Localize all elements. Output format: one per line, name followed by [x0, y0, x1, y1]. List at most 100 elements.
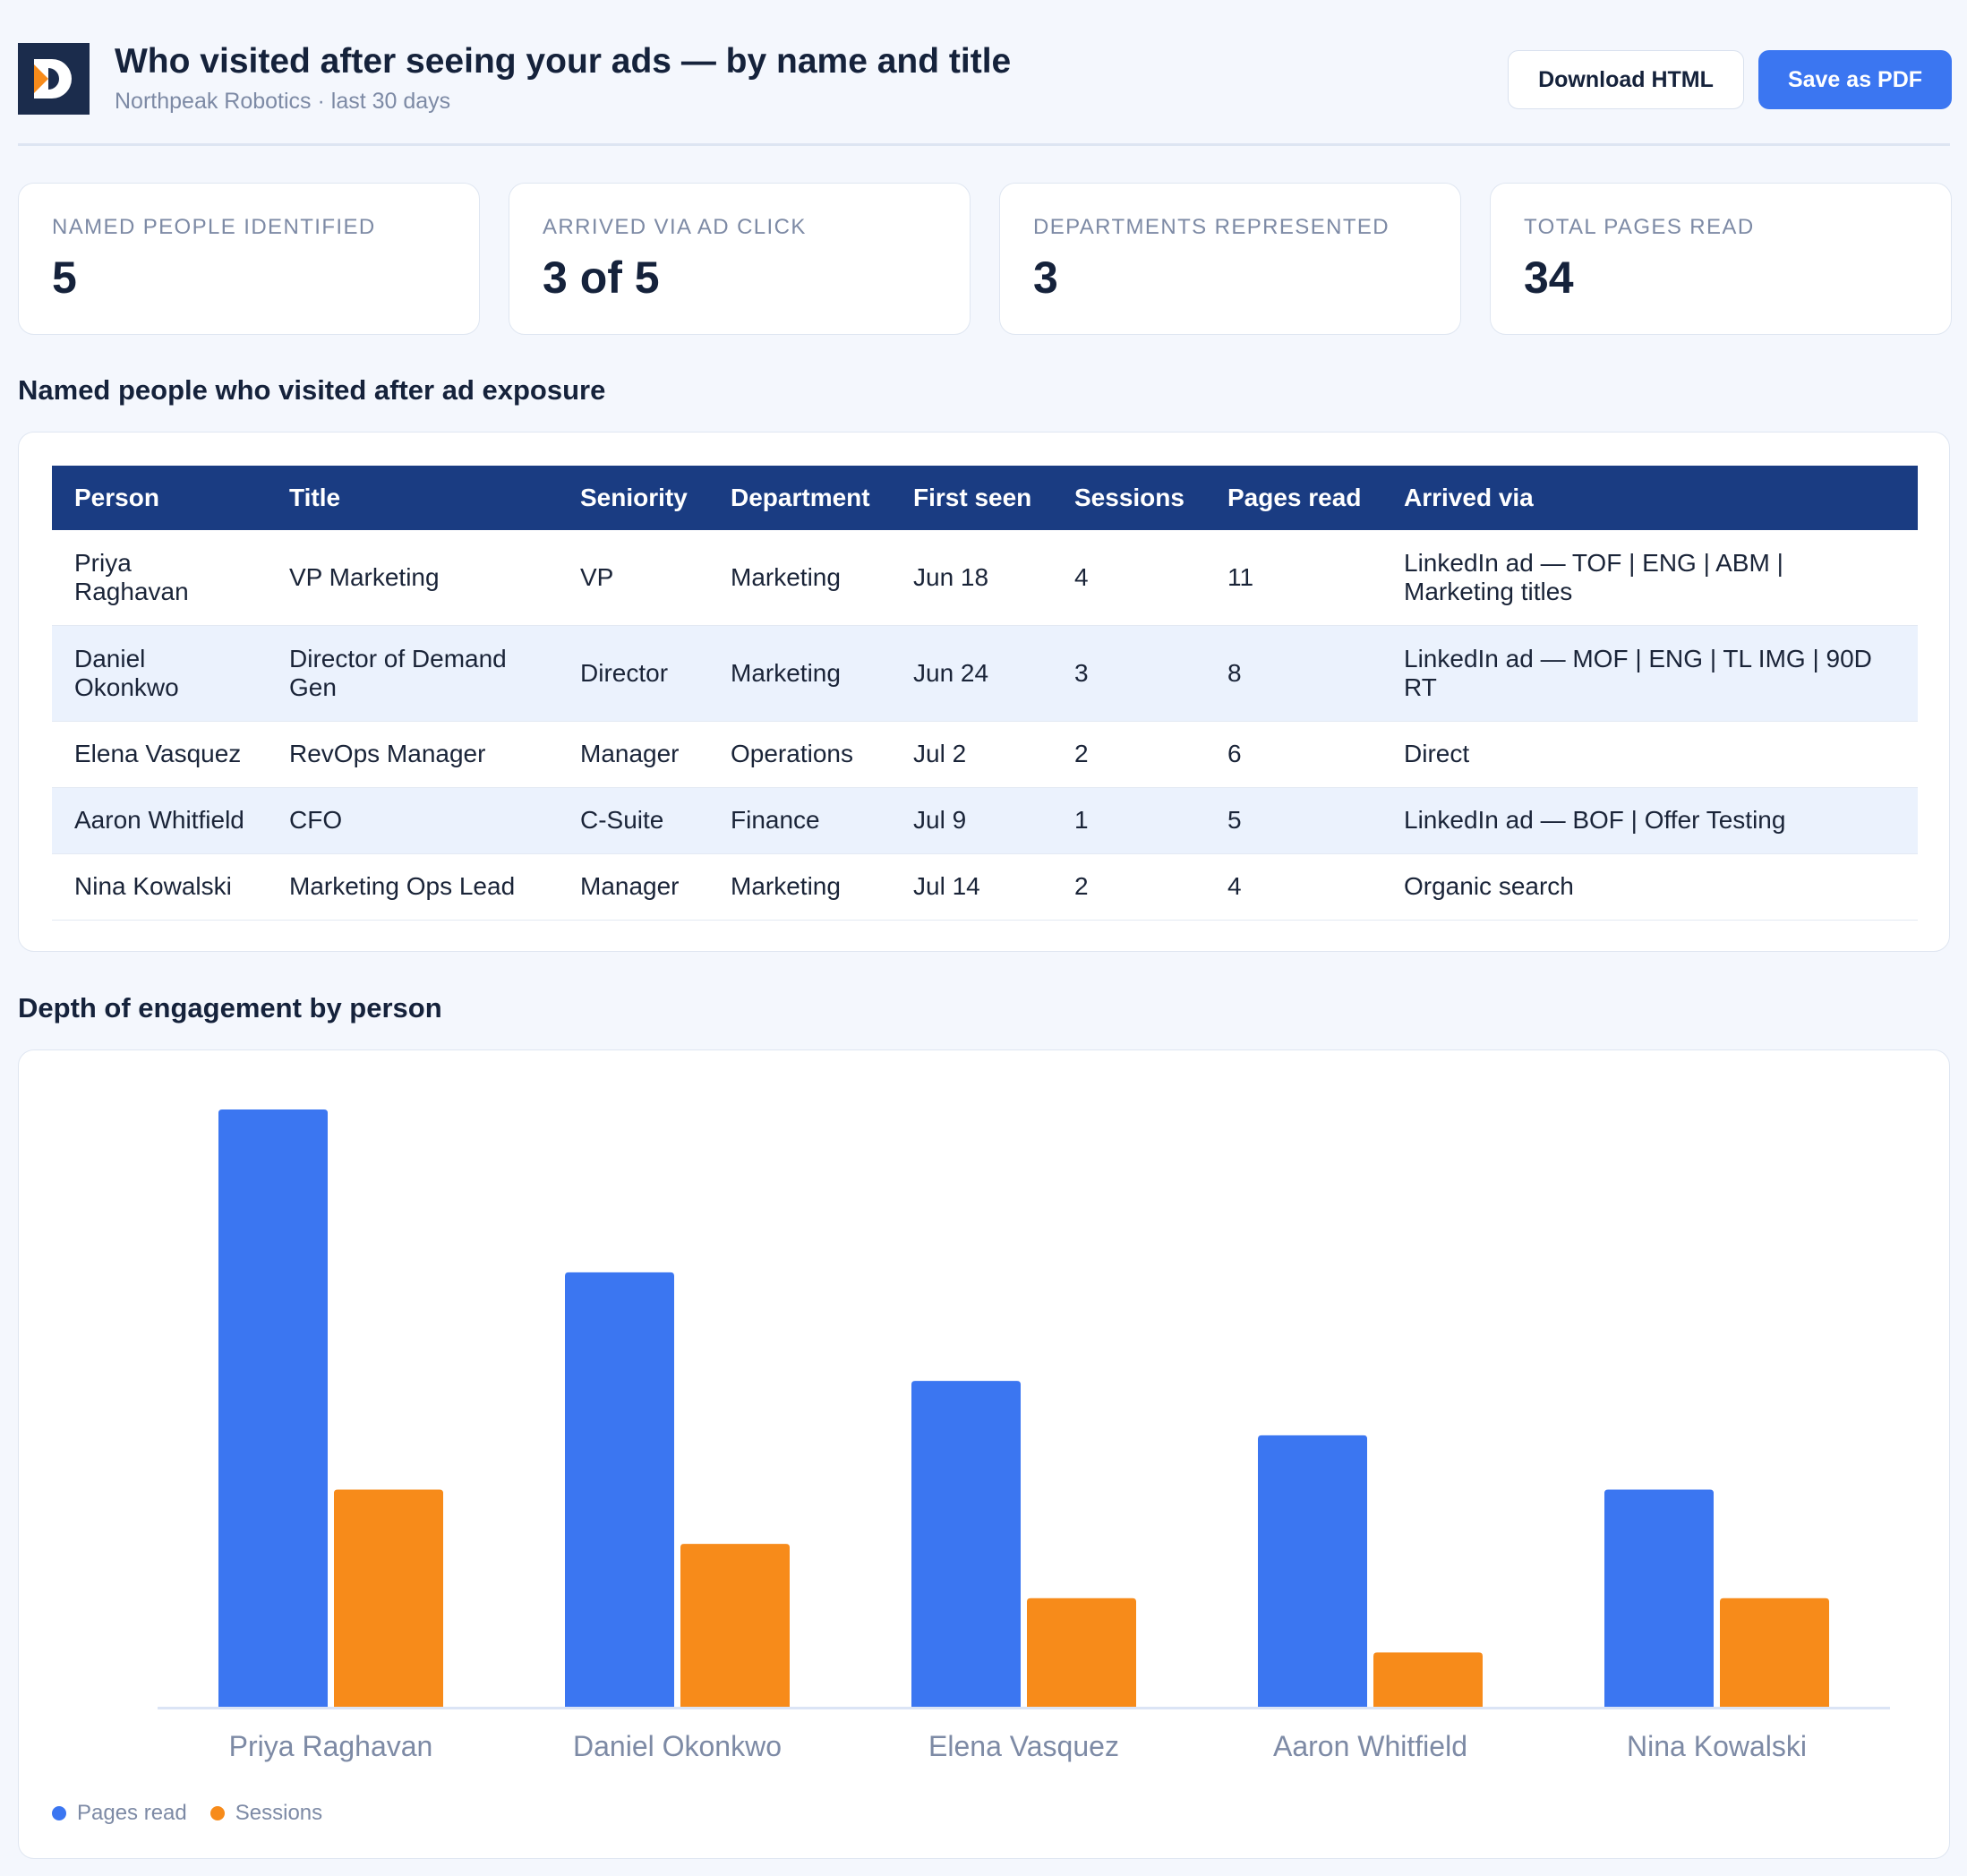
cell-first-seen: Jun 18 — [891, 530, 1052, 626]
cell-title: CFO — [267, 787, 558, 854]
page-subtitle: Northpeak Robotics · last 30 days — [115, 89, 451, 114]
cell-sessions: 1 — [1052, 787, 1205, 854]
page-title: Who visited after seeing your ads — by n… — [115, 42, 1012, 81]
people-table-card: Person Title Seniority Department First … — [18, 432, 1950, 952]
column-header-seniority[interactable]: Seniority — [558, 466, 708, 530]
kpi-label: DEPARTMENTS REPRESENTED — [1033, 215, 1390, 239]
legend-label: Sessions — [235, 1801, 323, 1825]
cell-department: Marketing — [708, 530, 891, 626]
cell-seniority: Manager — [558, 721, 708, 788]
cell-first-seen: Jul 14 — [891, 853, 1052, 921]
cell-department: Operations — [708, 721, 891, 788]
cell-sessions: 2 — [1052, 853, 1205, 921]
kpi-value: 3 — [1033, 253, 1058, 303]
column-header-sessions[interactable]: Sessions — [1052, 466, 1205, 530]
title-block: Who visited after seeing your ads — by n… — [115, 41, 1011, 115]
cell-title: RevOps Manager — [267, 721, 558, 788]
cell-arrived-via: Direct — [1381, 721, 1918, 788]
bar-sessions-daniel-okonkwo[interactable] — [680, 1544, 790, 1707]
bar-pages-read-nina-kowalski[interactable] — [1604, 1489, 1714, 1707]
cell-sessions: 3 — [1052, 625, 1205, 722]
bar-sessions-nina-kowalski[interactable] — [1720, 1598, 1829, 1707]
column-header-arrived-via[interactable]: Arrived via — [1381, 466, 1918, 530]
cell-department: Marketing — [708, 853, 891, 921]
cell-title: Director of Demand Gen — [267, 625, 558, 722]
table-row[interactable]: Daniel Okonkwo Director of Demand Gen Di… — [52, 625, 1918, 722]
kpi-value: 34 — [1524, 253, 1574, 303]
kpi-card-departments: DEPARTMENTS REPRESENTED 3 — [999, 183, 1461, 335]
bar-sessions-aaron-whitfield[interactable] — [1373, 1652, 1483, 1707]
cell-title: VP Marketing — [267, 530, 558, 626]
cell-seniority: VP — [558, 530, 708, 626]
cell-title: Marketing Ops Lead — [267, 853, 558, 921]
cell-seniority: Manager — [558, 853, 708, 921]
legend-item-pages-read: Pages read — [52, 1801, 187, 1826]
kpi-label: TOTAL PAGES READ — [1524, 215, 1755, 239]
table-row[interactable]: Nina Kowalski Marketing Ops Lead Manager… — [52, 853, 1918, 921]
cell-arrived-via: LinkedIn ad — TOF | ENG | ABM | Marketin… — [1381, 530, 1918, 626]
cell-sessions: 2 — [1052, 721, 1205, 788]
table-header-row: Person Title Seniority Department First … — [52, 466, 1918, 530]
cell-pages-read: 4 — [1205, 853, 1381, 921]
column-header-title[interactable]: Title — [267, 466, 558, 530]
table-row[interactable]: Aaron Whitfield CFO C-Suite Finance Jul … — [52, 787, 1918, 854]
cell-seniority: Director — [558, 625, 708, 722]
chart-section-title: Depth of engagement by person — [18, 992, 442, 1024]
column-header-person[interactable]: Person — [52, 466, 267, 530]
x-tick-label: Aaron Whitfield — [1273, 1730, 1467, 1762]
chart-legend: Pages read Sessions — [52, 1801, 346, 1826]
bar-pages-read-elena-vasquez[interactable] — [911, 1381, 1021, 1707]
bar-sessions-elena-vasquez[interactable] — [1027, 1598, 1136, 1707]
people-table: Person Title Seniority Department First … — [52, 466, 1918, 921]
kpi-label: NAMED PEOPLE IDENTIFIED — [52, 215, 376, 239]
bar-pages-read-priya-raghavan[interactable] — [218, 1109, 328, 1707]
bar-pages-read-aaron-whitfield[interactable] — [1258, 1435, 1367, 1707]
column-header-first-seen[interactable]: First seen — [891, 466, 1052, 530]
cell-pages-read: 11 — [1205, 530, 1381, 626]
cell-first-seen: Jul 2 — [891, 721, 1052, 788]
kpi-label: ARRIVED VIA AD CLICK — [543, 215, 807, 239]
brand-logo-icon — [18, 43, 90, 115]
column-header-pages-read[interactable]: Pages read — [1205, 466, 1381, 530]
x-tick-label: Priya Raghavan — [229, 1730, 433, 1762]
kpi-card-pages-read: TOTAL PAGES READ 34 — [1490, 183, 1952, 335]
engagement-chart-card: Priya Raghavan Daniel Okonkwo Elena Vasque… — [18, 1049, 1950, 1859]
cell-person: Aaron Whitfield — [52, 787, 267, 854]
kpi-card-named-people: NAMED PEOPLE IDENTIFIED 5 — [18, 183, 480, 335]
cell-person: Elena Vasquez — [52, 721, 267, 788]
cell-pages-read: 6 — [1205, 721, 1381, 788]
cell-arrived-via: LinkedIn ad — BOF | Offer Testing — [1381, 787, 1918, 854]
table-row[interactable]: Elena Vasquez RevOps Manager Manager Ope… — [52, 721, 1918, 788]
cell-department: Finance — [708, 787, 891, 854]
download-html-button[interactable]: Download HTML — [1508, 50, 1744, 109]
page-header: Who visited after seeing your ads — by n… — [18, 41, 1952, 122]
bar-sessions-priya-raghavan[interactable] — [334, 1489, 443, 1707]
kpi-value: 3 of 5 — [543, 253, 660, 303]
legend-swatch — [52, 1806, 66, 1820]
cell-arrived-via: LinkedIn ad — MOF | ENG | TL IMG | 90D R… — [1381, 625, 1918, 722]
legend-item-sessions: Sessions — [210, 1801, 322, 1826]
cell-person: Nina Kowalski — [52, 853, 267, 921]
cell-pages-read: 8 — [1205, 625, 1381, 722]
legend-label: Pages read — [77, 1801, 187, 1825]
cell-sessions: 4 — [1052, 530, 1205, 626]
legend-swatch — [210, 1806, 225, 1820]
save-as-pdf-button[interactable]: Save as PDF — [1758, 50, 1952, 109]
kpi-card-ad-click: ARRIVED VIA AD CLICK 3 of 5 — [509, 183, 971, 335]
cell-person: Daniel Okonkwo — [52, 625, 267, 722]
x-tick-label: Nina Kowalski — [1627, 1730, 1807, 1762]
header-divider — [18, 143, 1950, 146]
table-row[interactable]: Priya Raghavan VP Marketing VP Marketing… — [52, 530, 1918, 626]
cell-first-seen: Jun 24 — [891, 625, 1052, 722]
cell-person: Priya Raghavan — [52, 530, 267, 626]
cell-department: Marketing — [708, 625, 891, 722]
x-tick-label: Daniel Okonkwo — [573, 1730, 782, 1762]
bar-pages-read-daniel-okonkwo[interactable] — [565, 1272, 674, 1707]
column-header-department[interactable]: Department — [708, 466, 891, 530]
engagement-bar-chart: Priya Raghavan Daniel Okonkwo Elena Vasque… — [158, 1109, 1890, 1762]
kpi-row: NAMED PEOPLE IDENTIFIED 5 ARRIVED VIA AD… — [18, 183, 1952, 335]
cell-first-seen: Jul 9 — [891, 787, 1052, 854]
cell-seniority: C-Suite — [558, 787, 708, 854]
kpi-value: 5 — [52, 253, 77, 303]
table-section-title: Named people who visited after ad exposu… — [18, 374, 606, 406]
